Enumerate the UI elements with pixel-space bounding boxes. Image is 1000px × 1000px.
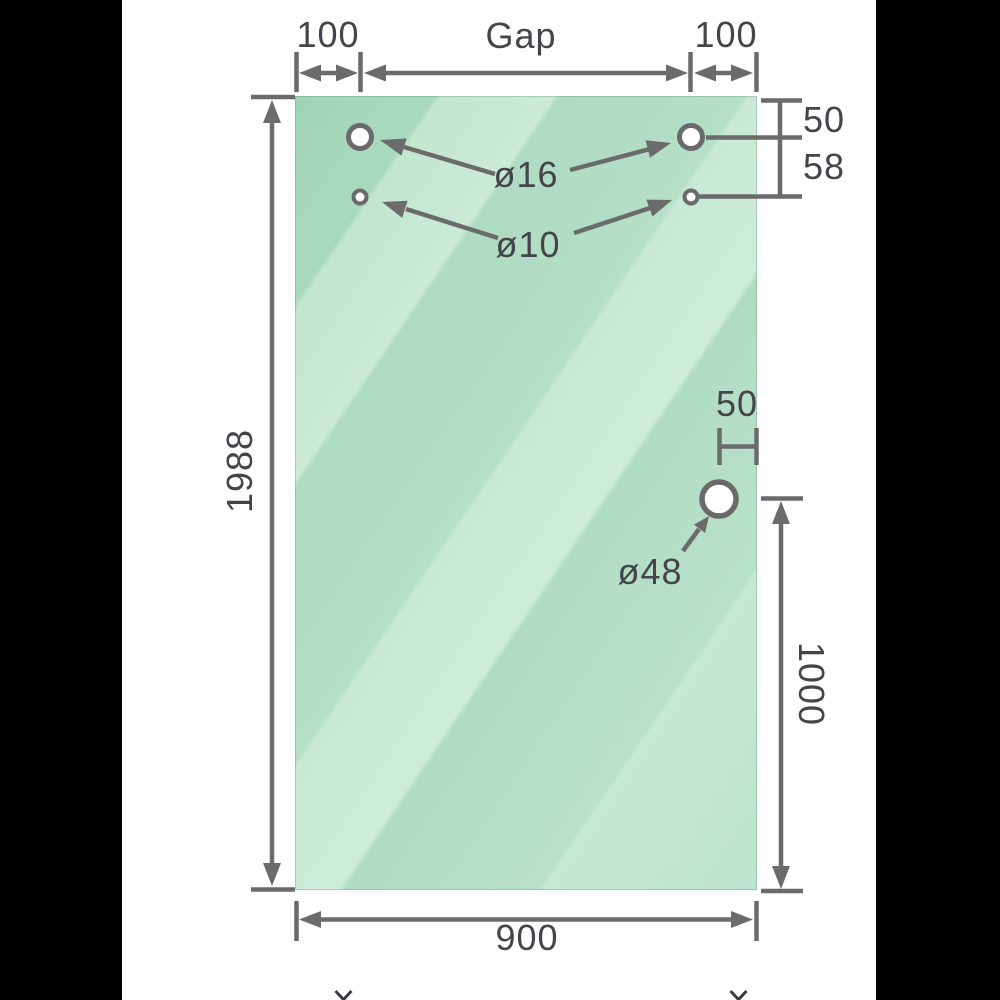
- cropped-glyph-right: [729, 989, 748, 1000]
- dim-right-1000: [761, 496, 803, 894]
- dim-height-1988: [251, 94, 295, 892]
- dim-label-height-1988: 1988: [219, 428, 260, 514]
- dim-label-gap: Gap: [485, 15, 557, 56]
- hole-10-right: [682, 188, 700, 206]
- leader-dia16-left: [380, 138, 496, 177]
- dim-label-hole48-offset-50: 50: [715, 383, 759, 424]
- dim-width-900: [294, 901, 759, 941]
- dim-label-width-900: 900: [495, 917, 559, 958]
- dim-label-top-left-100: 100: [296, 14, 360, 55]
- top-extension-ticks: [294, 52, 759, 92]
- leader-dia10-left: [382, 200, 499, 241]
- hole-label-dia48: ø48: [617, 551, 683, 592]
- dim-hole48-offset-50: [717, 428, 759, 465]
- hole-10-left: [351, 188, 369, 206]
- glass-panel: [295, 96, 757, 890]
- hole-label-dia10: ø10: [495, 224, 561, 265]
- leader-dia10-right: [573, 199, 672, 236]
- leader-dia48: [681, 516, 709, 553]
- dim-right-50-58: [699, 98, 802, 199]
- dim-label-58: 58: [802, 146, 846, 187]
- dim-label-1000: 1000: [791, 641, 832, 727]
- cropped-glyph-left: [334, 989, 353, 1000]
- hole-16-left: [346, 123, 374, 151]
- dim-top-right-100: [694, 64, 753, 82]
- dim-label-top-right-100: 100: [694, 14, 758, 55]
- hole-16-right: [677, 123, 705, 151]
- leader-dia16-right: [569, 140, 671, 173]
- dim-top-left-100: [299, 64, 358, 82]
- dim-gap: [364, 64, 688, 82]
- hole-label-dia16: ø16: [493, 154, 559, 195]
- dim-label-50: 50: [802, 99, 846, 140]
- hole-48: [699, 479, 739, 519]
